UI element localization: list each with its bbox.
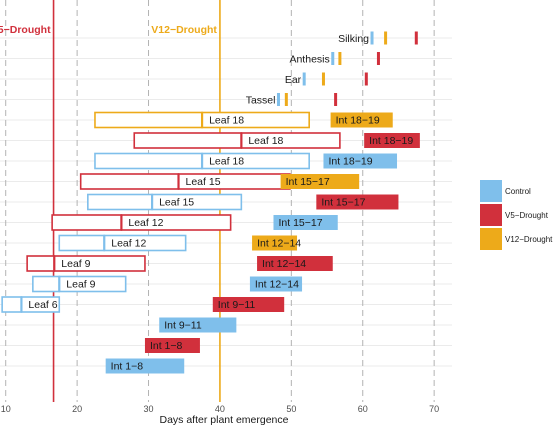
legend-swatch-control [480, 180, 502, 202]
internode-label-int-9-11-v5-drought: Int 9−11 [218, 299, 256, 311]
internode-label-int-18-19-v5-drought: Int 18−19 [369, 135, 413, 147]
internode-label-int-9-11-control: Int 9−11 [164, 320, 202, 332]
internode-label-int-12-14-v5-drought: Int 12−14 [262, 258, 306, 270]
leaf-label-leaf-6-control: Leaf 6 [28, 299, 57, 311]
leaf-growth-bar-leaf-12-v5-drought [51, 214, 123, 231]
event-mark-silking-v12-drought [384, 31, 388, 45]
event-mark-anthesis-control [331, 52, 335, 65]
internode-bar-int-18-19-v12-drought [330, 112, 393, 128]
x-axis-label: Days after plant emergence [160, 414, 289, 426]
internode-bar-int-9-11-control [159, 317, 237, 333]
event-mark-silking-control [370, 31, 374, 45]
internode-label-int-15-17-control: Int 15−17 [278, 217, 322, 229]
x-tick-label: 20 [72, 404, 82, 414]
leaf-label-leaf-18-v5-drought: Leaf 18 [248, 135, 283, 147]
internode-bar-int-18-19-control [323, 153, 398, 169]
x-tick-label: 40 [215, 404, 225, 414]
internode-bar-int-18-19-v5-drought [364, 133, 420, 148]
internode-bar-int-15-17-v12-drought [280, 174, 360, 189]
x-tick-label: 70 [429, 404, 439, 414]
leaf-growth-bar-leaf-18-v5-drought [133, 132, 243, 149]
leaf-growth-bar-leaf-15-v5-drought [79, 173, 180, 190]
internode-bar-int-12-14-v5-drought [257, 256, 333, 271]
event-mark-anthesis-v12-drought [338, 52, 342, 65]
leaf-growth-bar-leaf-6-control [1, 296, 23, 313]
internode-label-int-18-19-v12-drought: Int 18−19 [336, 115, 380, 127]
internode-label-int-12-14-control: Int 12−14 [255, 279, 299, 291]
event-mark-tassel-v12-drought [284, 93, 288, 106]
x-tick-label: 50 [286, 404, 296, 414]
event-mark-anthesis-v5-drought [376, 52, 380, 65]
internode-bar-int-12-14-v12-drought [252, 235, 298, 251]
leaf-growth-bar-leaf-15-control [87, 193, 153, 211]
event-label-silking: Silking [338, 33, 369, 45]
event-label-ear: Ear [285, 74, 302, 86]
internode-bar-int-15-17-control [273, 215, 338, 230]
internode-label-int-15-17-v12-drought: Int 15−17 [286, 176, 330, 188]
legend: Control V5−Drought V12−Drought [480, 180, 553, 250]
event-mark-tassel-control [276, 93, 280, 106]
event-mark-ear-control [302, 72, 306, 86]
event-mark-ear-v12-drought [321, 72, 325, 86]
internode-label-int-12-14-v12-drought: Int 12−14 [257, 238, 301, 250]
leaf-growth-bar-leaf-9-v5-drought [26, 255, 56, 272]
internode-bar-int-12-14-control [249, 276, 303, 292]
legend-label-control: Control [505, 187, 531, 196]
leaf-label-leaf-18-v12-drought: Leaf 18 [209, 115, 244, 127]
internode-bar-int-15-17-v5-drought [316, 194, 399, 210]
x-axis-ticks: 10 20 30 40 50 60 70 [1, 404, 439, 414]
legend-swatch-v12-drought [480, 228, 502, 250]
leaf-label-leaf-9-control: Leaf 9 [66, 279, 95, 291]
leaf-growth-bar-leaf-9-control [32, 275, 61, 293]
leaf-growth-bar-leaf-12-control [58, 234, 106, 252]
v12-drought-label: V12−Drought [151, 24, 217, 36]
event-label-anthesis: Anthesis [289, 54, 329, 66]
internode-label-int-18-19-control: Int 18−19 [328, 156, 372, 168]
event-mark-silking-v5-drought [414, 31, 418, 45]
leaf-label-leaf-12-control: Leaf 12 [111, 238, 146, 250]
legend-swatch-v5-drought [480, 204, 502, 226]
internode-label-int-1-8-v5-drought: Int 1−8 [150, 340, 183, 352]
internode-bar-int-1-8-v5-drought [144, 338, 200, 353]
event-label-tassel: Tassel [246, 95, 276, 107]
leaf-label-leaf-9-v5-drought: Leaf 9 [61, 258, 90, 270]
leaf-label-leaf-18-control: Leaf 18 [209, 156, 244, 168]
leaf-growth-bar-leaf-18-control [94, 152, 203, 170]
internode-bar-int-1-8-control [105, 358, 185, 374]
internode-label-int-15-17-v5-drought: Int 15−17 [321, 197, 365, 209]
leaf-growth-bar-leaf-18-v12-drought [94, 111, 203, 129]
leaf-label-leaf-12-v5-drought: Leaf 12 [128, 217, 163, 229]
leaf-label-leaf-15-v5-drought: Leaf 15 [186, 176, 221, 188]
legend-label-v5-drought: V5−Drought [505, 211, 549, 220]
legend-label-v12-drought: V12−Drought [505, 235, 553, 244]
internode-label-int-1-8-control: Int 1−8 [111, 361, 144, 373]
x-tick-label: 30 [144, 404, 154, 414]
x-tick-label: 10 [1, 404, 11, 414]
leaf-label-leaf-15-control: Leaf 15 [159, 197, 194, 209]
x-tick-label: 60 [358, 404, 368, 414]
v5-drought-label: V5−Drought [0, 24, 51, 36]
internode-bar-int-9-11-v5-drought [212, 297, 285, 312]
event-mark-tassel-v5-drought [334, 93, 338, 106]
event-mark-ear-v5-drought [364, 72, 368, 86]
